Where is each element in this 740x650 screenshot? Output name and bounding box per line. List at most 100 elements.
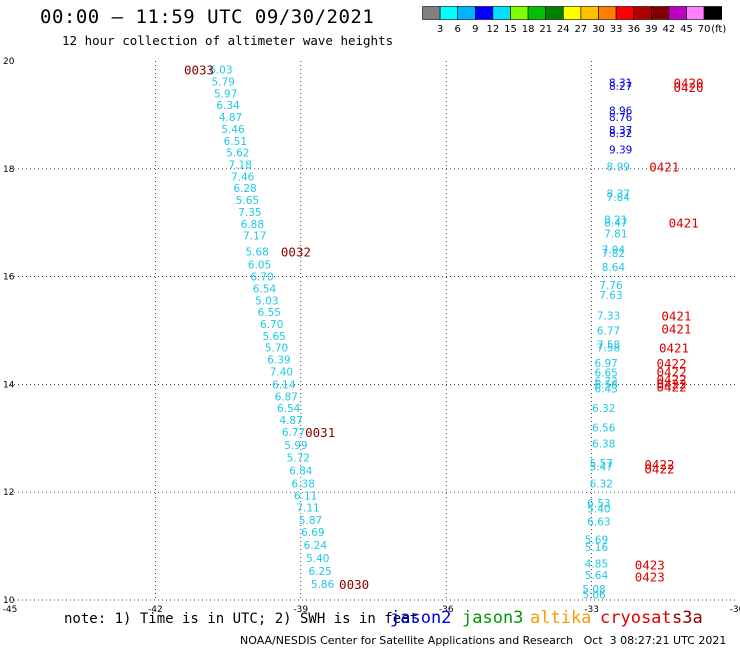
swh-value-label: 5.08 [582,584,605,596]
swh-value-label: 6.05 [248,260,271,272]
swh-value-label: 7.17 [243,231,266,243]
swh-value-label: 6.34 [216,100,240,112]
swh-value-label: 8.64 [602,262,626,274]
swh-value-label: 5.03 [255,295,278,307]
pass-time-label: 0421 [661,321,691,336]
swh-value-label: 5.46 [221,124,245,136]
swh-value-label: 5.69 [585,535,608,547]
swh-value-label: 6.69 [301,527,324,539]
swh-value-label: 5.87 [299,515,322,527]
pass-time-label: 0422 [657,376,687,391]
swh-value-label: 6.70 [250,272,273,284]
swh-value-label: 4.87 [219,112,242,124]
y-tick-label: 20 [3,57,15,67]
swh-value-label: 5.72 [287,453,310,465]
swh-value-label: 8.37 [607,189,630,201]
swh-value-label: 6.55 [258,307,281,319]
swh-value-label: 5.68 [245,246,268,258]
swh-value-label: 6.43 [594,384,617,396]
x-tick-label: -36 [439,605,454,615]
satellite-legend-jason2: jason2 [390,608,452,628]
swh-value-label: 6.25 [308,566,331,578]
pass-time-label: 0422 [657,356,687,371]
chart-subtitle: 12 hour collection of altimeter wave hei… [62,33,394,48]
swh-value-label: 6.51 [224,136,247,148]
color-scale-tick: 30 [592,24,605,35]
swh-value-label: 7.81 [604,228,627,240]
color-scale-tick: 33 [610,24,623,35]
swh-value-label: 8.99 [607,162,630,174]
pass-time-label: 0422 [644,461,674,476]
swh-value-label: 6.32 [592,403,615,415]
color-scale-tick: 39 [645,24,658,35]
swh-value-label: 6.03 [209,65,232,77]
swh-value-label: 5.40 [306,553,329,565]
swh-value-label: 6.63 [587,516,610,528]
swh-value-label: 8.76 [609,112,633,124]
swh-value-label: 6.54 [253,283,277,295]
pass-time-label: 0422 [657,372,687,387]
swh-value-label: 9.39 [609,144,632,156]
y-tick-label: 16 [3,273,15,283]
footer-credit: NOAA/NESDIS Center for Satellite Applica… [240,634,727,647]
x-tick-label: -30 [730,605,740,615]
y-tick-label: 10 [3,596,15,606]
swh-value-label: 6.65 [594,368,617,380]
swh-value-label: 8.32 [609,128,632,140]
swh-value-label: 6.70 [260,319,283,331]
color-scale-tick: 15 [504,24,517,35]
swh-value-label: 6.39 [267,355,290,367]
swh-value-label: 7.46 [231,171,255,183]
color-scale-swatch [703,6,723,20]
x-tick-label: -39 [293,605,308,615]
swh-value-label: 6.32 [590,479,613,491]
color-scale-tick: 3 [437,24,443,35]
swh-value-label: 7.63 [599,290,622,302]
color-scale-tick: 24 [557,24,570,35]
color-scale-tick: 21 [539,24,552,35]
swh-value-label: 7.11 [296,502,319,514]
pass-time-label: 0032 [281,244,311,259]
pass-time-label: 0421 [669,216,699,231]
swh-value-label: 5.16 [585,542,609,554]
color-scale-legend: 3 6 9 12 15 18 21 24 27 30 33 36 39 42 45 70 (ft) [422,6,726,35]
swh-value-label: 6.54 [277,403,301,415]
pass-time-label: 0422 [657,380,687,395]
pass-time-label: 0421 [661,308,691,323]
swh-value-label: 7.58 [597,340,620,352]
swh-value-label: 5.79 [212,76,235,88]
swh-value-label: 6.24 [304,540,328,552]
swh-value-label: 7.33 [597,310,620,322]
swh-value-label: 5.65 [262,331,285,343]
color-scale-tick: 6 [455,24,461,35]
satellite-legend-cryosat: cryosat [600,608,672,628]
pass-time-label: 0423 [635,569,665,584]
swh-value-label: 6.87 [275,391,298,403]
swh-value-label: 6.56 [592,423,616,435]
swh-value-label: 7.18 [229,159,252,171]
swh-value-label: 4.87 [279,415,302,427]
pass-time-label: 0421 [649,160,679,175]
color-scale-tick: 42 [663,24,676,35]
swh-value-label: 5.97 [214,88,237,100]
swh-value-label: 8.37 [609,125,632,137]
x-tick-label: -42 [148,605,163,615]
swh-value-label: 6.11 [294,490,317,502]
swh-value-label: 5.47 [590,461,613,473]
swh-value-label: 5.65 [236,195,259,207]
color-scale-tick: 27 [575,24,588,35]
swh-value-label: 6.38 [592,439,615,451]
swh-value-label: 7.58 [597,343,620,355]
swh-value-label: 7.94 [602,245,626,257]
swh-value-label: 7.84 [607,192,631,204]
x-tick-label: -45 [3,605,18,615]
y-tick-label: 12 [3,488,14,498]
swh-value-label: 7.76 [599,280,623,292]
pass-time-label: 0422 [657,364,687,379]
swh-value-label: 6.28 [233,183,256,195]
swh-value-label: 6.97 [594,358,617,370]
satellite-legend-jason3: jason3 [462,608,524,628]
swh-value-label: 7.35 [238,207,261,219]
chart-title: 00:00 — 11:59 UTC 09/30/2021 [40,6,375,28]
swh-value-label: 5.70 [265,343,288,355]
